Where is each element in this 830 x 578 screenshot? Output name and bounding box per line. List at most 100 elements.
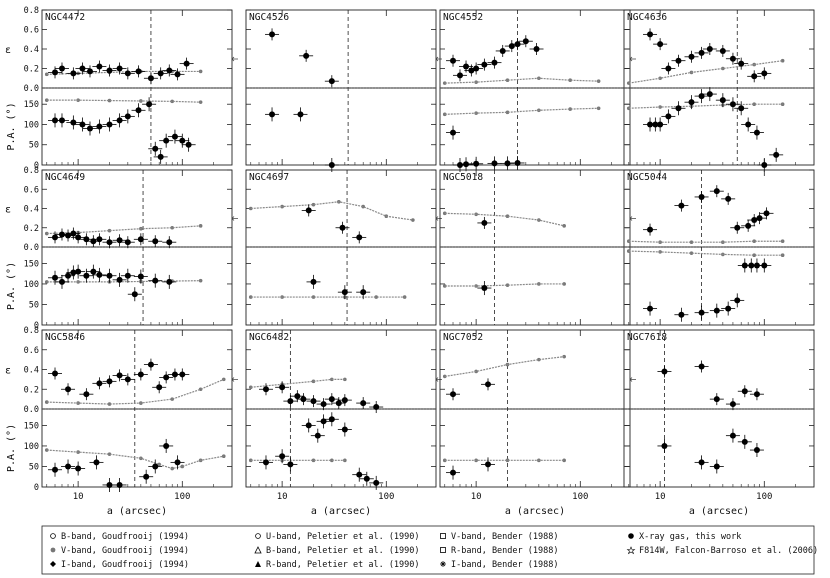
xray-pa-point bbox=[363, 475, 370, 482]
legend-box bbox=[41, 525, 815, 575]
stellar-pa-point bbox=[107, 452, 112, 456]
xray-e-point bbox=[456, 72, 463, 79]
galaxy-label: NGC4636 bbox=[627, 12, 667, 23]
xray-e-point bbox=[665, 65, 672, 72]
stellar-e-series bbox=[628, 240, 783, 243]
xray-e-point bbox=[96, 236, 103, 243]
e-tick-label: 0.2 bbox=[24, 224, 39, 234]
arrow-icon bbox=[231, 377, 238, 382]
xray-e-point bbox=[761, 70, 768, 77]
xray-e-point bbox=[116, 372, 123, 379]
xray-e-point bbox=[269, 31, 276, 38]
xray-e-point bbox=[52, 69, 59, 76]
e-tick-label: 0.6 bbox=[24, 346, 39, 356]
xray-e-point bbox=[179, 371, 186, 378]
x-tick-label: 100 bbox=[756, 492, 772, 502]
xray-pa-point bbox=[688, 99, 695, 106]
pa-frame bbox=[439, 246, 631, 326]
panel-ngc4552 bbox=[439, 9, 636, 172]
legend-marker-asterisk bbox=[440, 561, 446, 567]
x-tick-label: 10 bbox=[471, 492, 482, 502]
xray-pa-point bbox=[171, 133, 178, 140]
x-axis-label: a (arcsec) bbox=[505, 506, 565, 517]
xray-e-point bbox=[65, 232, 72, 239]
xray-pa-point bbox=[305, 422, 312, 429]
xray-e-point bbox=[729, 401, 736, 408]
stellar-pa-point bbox=[562, 282, 566, 286]
xray-e-point bbox=[335, 400, 342, 407]
xray-pa-point bbox=[341, 426, 348, 433]
xray-e-point bbox=[698, 193, 705, 200]
xray-e-point bbox=[157, 70, 164, 77]
e-tick-label: 0.4 bbox=[24, 45, 39, 55]
e-tick-label: 0.4 bbox=[24, 205, 39, 215]
xray-e-point bbox=[328, 396, 335, 403]
panel-ngc5846 bbox=[41, 329, 238, 492]
xray-pa-point bbox=[163, 442, 170, 449]
xray-e-point bbox=[52, 234, 59, 241]
pa-frame bbox=[623, 408, 815, 488]
xray-e-point bbox=[661, 368, 668, 375]
stellar-e-series bbox=[46, 378, 224, 405]
xray-e-point bbox=[124, 239, 131, 246]
xray-e-point bbox=[481, 219, 488, 226]
xray-pa-point bbox=[484, 461, 491, 468]
galaxy-label: NGC6482 bbox=[249, 332, 289, 343]
xray-pa-point bbox=[135, 107, 142, 114]
xray-e-point bbox=[303, 52, 310, 59]
xray-pa-point bbox=[360, 289, 367, 296]
xray-pa-point bbox=[698, 309, 705, 316]
xray-pa-point bbox=[753, 129, 760, 136]
xray-pa-point bbox=[106, 121, 113, 128]
xray-pa-point bbox=[734, 297, 741, 304]
xray-pa-point bbox=[761, 162, 768, 168]
legend-marker-open-circle bbox=[255, 533, 261, 539]
y-label-pa: P.A. (°) bbox=[6, 102, 17, 150]
y-label-ellipticity: ε bbox=[5, 205, 11, 216]
stellar-pa-point bbox=[107, 98, 112, 103]
xray-e-point bbox=[262, 386, 269, 393]
xray-pa-point bbox=[297, 111, 304, 118]
xray-pa-point bbox=[143, 473, 150, 480]
xray-e-point bbox=[147, 361, 154, 368]
galaxy-label: NGC5044 bbox=[627, 172, 667, 183]
xray-pa-point bbox=[166, 278, 173, 285]
stellar-e-series bbox=[46, 225, 201, 235]
stellar-pa-series bbox=[444, 283, 565, 287]
pa-frame bbox=[41, 408, 233, 488]
xray-pa-point bbox=[163, 137, 170, 144]
xray-pa-point bbox=[116, 117, 123, 124]
legend-label: B-band, Peletier et al. (1990) bbox=[266, 546, 420, 556]
xray-e-point bbox=[86, 68, 93, 75]
xray-e-point bbox=[310, 398, 317, 405]
stellar-pa-point bbox=[568, 107, 573, 111]
xray-pa-point bbox=[729, 432, 736, 439]
stellar-pa-point bbox=[374, 295, 379, 299]
xray-pa-point bbox=[450, 469, 457, 476]
panel-ngc4649 bbox=[41, 169, 238, 326]
xray-e-point bbox=[751, 217, 758, 224]
xray-pa-point bbox=[79, 121, 86, 128]
legend-marker-filled-circle bbox=[628, 533, 634, 539]
xray-e-point bbox=[294, 393, 301, 400]
stellar-pa-point bbox=[343, 458, 347, 463]
galaxy-label: NGC7052 bbox=[443, 332, 483, 343]
legend-marker-star bbox=[626, 546, 636, 555]
xray-pa-point bbox=[106, 481, 113, 488]
xray-pa-point bbox=[738, 105, 745, 112]
xray-e-point bbox=[484, 381, 491, 388]
asterisk-stroke bbox=[440, 561, 446, 567]
stellar-e-series bbox=[444, 212, 565, 227]
stellar-e-point bbox=[311, 202, 316, 207]
stellar-e-point bbox=[107, 228, 112, 233]
xray-e-point bbox=[90, 238, 97, 245]
legend-marker-open-triangle bbox=[254, 546, 262, 554]
xray-pa-point bbox=[341, 289, 348, 296]
y-label-pa: P.A. (°) bbox=[6, 424, 17, 472]
xray-pa-point bbox=[124, 113, 131, 120]
xray-pa-point bbox=[116, 481, 123, 488]
x-tick-label: 10 bbox=[277, 492, 288, 502]
pa-tick-label: 100 bbox=[24, 442, 39, 452]
xray-e-point bbox=[481, 61, 488, 68]
stellar-pa-series bbox=[628, 250, 783, 256]
